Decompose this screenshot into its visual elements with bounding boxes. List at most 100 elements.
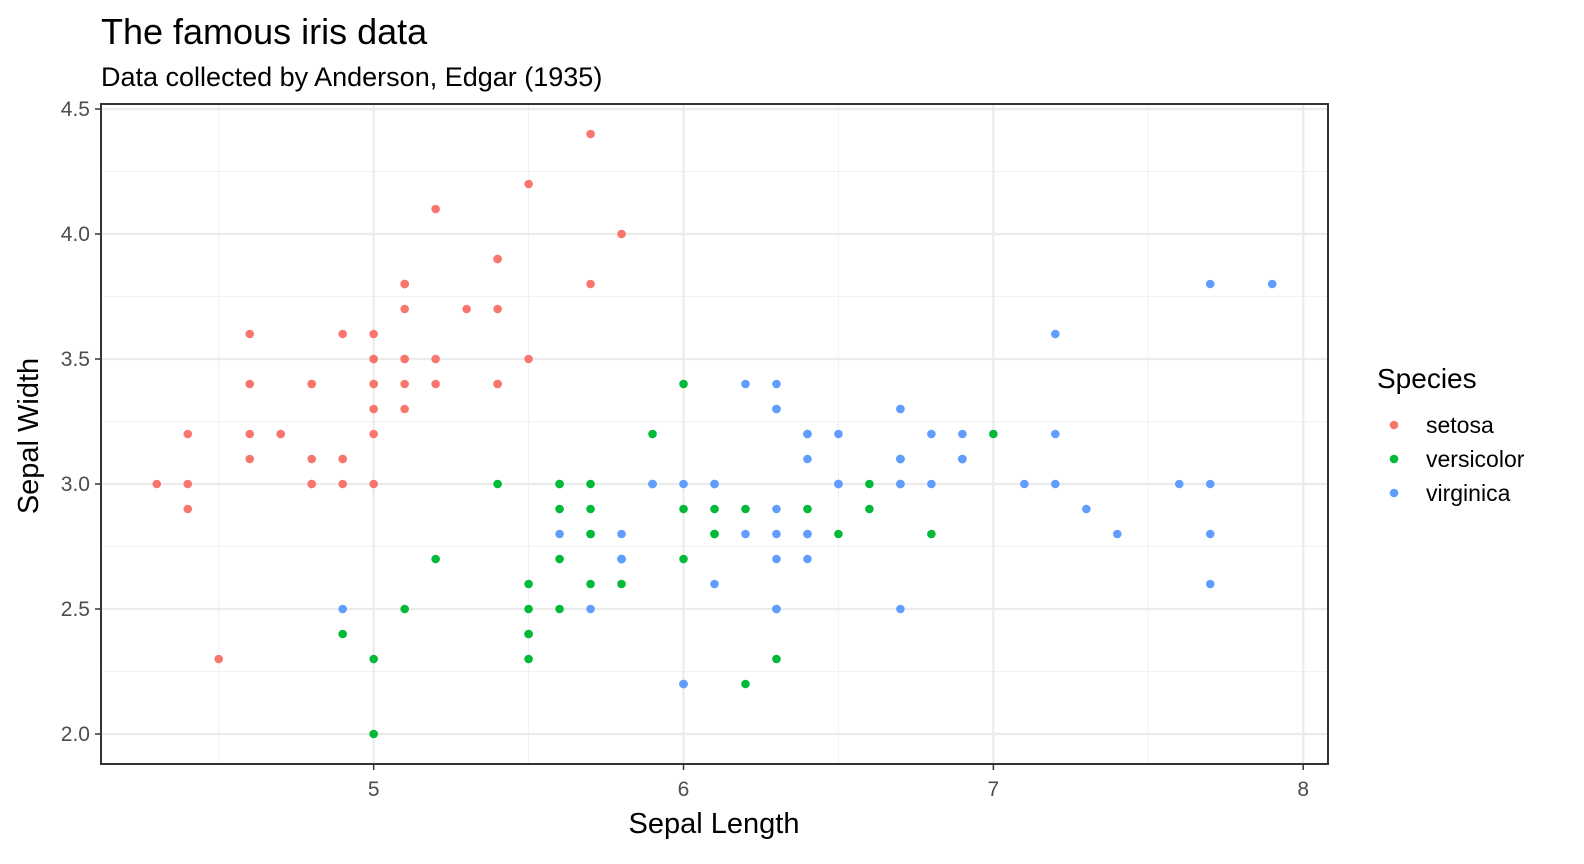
data-point-setosa bbox=[524, 179, 533, 189]
y-axis: 2.0 2.5 3.0 3.5 4.0 4.5 bbox=[61, 98, 101, 746]
data-point-versicolor bbox=[524, 604, 533, 614]
data-point-versicolor bbox=[586, 479, 595, 489]
data-point-virginica bbox=[1113, 529, 1122, 539]
data-point-setosa bbox=[586, 279, 595, 289]
legend-key-setosa bbox=[1389, 420, 1399, 430]
data-point-virginica bbox=[772, 404, 781, 414]
data-point-virginica bbox=[586, 604, 595, 614]
data-point-versicolor bbox=[927, 529, 936, 539]
data-point-virginica bbox=[741, 529, 750, 539]
data-point-versicolor bbox=[524, 654, 533, 664]
data-point-versicolor bbox=[586, 504, 595, 514]
data-point-versicolor bbox=[772, 654, 781, 664]
data-point-setosa bbox=[431, 204, 440, 214]
data-point-setosa bbox=[524, 354, 533, 364]
y-tick-label: 2.0 bbox=[61, 723, 90, 746]
data-point-virginica bbox=[1051, 479, 1060, 489]
data-point-versicolor bbox=[679, 554, 688, 564]
data-point-versicolor bbox=[586, 529, 595, 539]
data-point-virginica bbox=[1051, 329, 1060, 339]
data-point-virginica bbox=[958, 429, 967, 439]
data-point-setosa bbox=[245, 379, 255, 389]
data-point-versicolor bbox=[431, 554, 440, 564]
data-point-setosa bbox=[245, 454, 255, 464]
data-point-virginica bbox=[772, 554, 781, 564]
data-point-virginica bbox=[710, 579, 719, 589]
data-point-virginica bbox=[1267, 279, 1277, 289]
y-tick-label: 2.5 bbox=[61, 598, 90, 621]
data-point-versicolor bbox=[369, 729, 378, 739]
data-point-virginica bbox=[741, 379, 750, 389]
data-point-versicolor bbox=[679, 379, 688, 389]
data-point-versicolor bbox=[555, 604, 564, 614]
data-point-setosa bbox=[276, 429, 286, 439]
x-tick-label: 8 bbox=[1297, 778, 1309, 801]
data-point-setosa bbox=[338, 479, 347, 489]
data-point-setosa bbox=[152, 479, 162, 489]
x-tick-label: 5 bbox=[368, 778, 380, 801]
data-point-setosa bbox=[369, 354, 378, 364]
data-point-setosa bbox=[214, 654, 224, 664]
data-point-versicolor bbox=[834, 529, 843, 539]
data-point-versicolor bbox=[865, 479, 874, 489]
data-point-versicolor bbox=[493, 479, 502, 489]
data-point-virginica bbox=[958, 454, 967, 464]
data-point-setosa bbox=[307, 479, 316, 489]
data-point-virginica bbox=[927, 429, 936, 439]
data-point-setosa bbox=[462, 304, 471, 314]
data-point-versicolor bbox=[555, 479, 564, 489]
data-point-setosa bbox=[369, 429, 378, 439]
data-point-versicolor bbox=[741, 504, 750, 514]
data-point-versicolor bbox=[803, 504, 812, 514]
data-point-versicolor bbox=[369, 654, 378, 664]
x-axis: 5 6 7 8 bbox=[368, 764, 1309, 801]
y-tick-label: 3.0 bbox=[61, 473, 90, 496]
data-point-virginica bbox=[1205, 279, 1215, 289]
data-point-virginica bbox=[772, 529, 781, 539]
chart-subtitle: Data collected by Anderson, Edgar (1935) bbox=[101, 62, 602, 92]
data-point-virginica bbox=[927, 479, 936, 489]
data-point-versicolor bbox=[617, 579, 626, 589]
data-point-virginica bbox=[803, 454, 812, 464]
data-point-virginica bbox=[617, 554, 626, 564]
data-point-virginica bbox=[1051, 429, 1060, 439]
data-point-setosa bbox=[369, 329, 378, 339]
data-point-virginica bbox=[772, 504, 781, 514]
data-point-virginica bbox=[772, 379, 781, 389]
data-point-virginica bbox=[803, 554, 812, 564]
data-point-virginica bbox=[896, 454, 905, 464]
data-point-setosa bbox=[586, 129, 595, 139]
data-point-virginica bbox=[1205, 579, 1215, 589]
data-point-versicolor bbox=[679, 504, 688, 514]
data-point-setosa bbox=[338, 329, 347, 339]
data-point-setosa bbox=[307, 454, 316, 464]
data-point-virginica bbox=[679, 479, 688, 489]
data-point-virginica bbox=[1174, 479, 1184, 489]
data-point-versicolor bbox=[741, 679, 750, 689]
x-tick-label: 6 bbox=[678, 778, 690, 801]
panel-border bbox=[100, 103, 1329, 765]
data-point-setosa bbox=[431, 379, 440, 389]
legend: Species setosa versicolor virginica bbox=[1377, 363, 1525, 506]
data-point-virginica bbox=[338, 604, 347, 614]
data-point-versicolor bbox=[710, 504, 719, 514]
data-point-setosa bbox=[493, 304, 502, 314]
data-point-setosa bbox=[245, 429, 255, 439]
data-point-virginica bbox=[803, 429, 812, 439]
x-tick-label: 7 bbox=[988, 778, 1000, 801]
data-point-virginica bbox=[896, 479, 905, 489]
data-point-virginica bbox=[772, 604, 781, 614]
data-point-virginica bbox=[896, 604, 905, 614]
data-point-setosa bbox=[245, 329, 255, 339]
data-point-setosa bbox=[183, 479, 193, 489]
data-point-virginica bbox=[555, 529, 564, 539]
data-point-virginica bbox=[896, 404, 905, 414]
data-point-virginica bbox=[1082, 504, 1091, 514]
data-points bbox=[152, 129, 1277, 739]
data-point-virginica bbox=[710, 479, 719, 489]
data-point-setosa bbox=[369, 404, 378, 414]
data-point-virginica bbox=[1205, 529, 1215, 539]
y-axis-title: Sepal Width bbox=[13, 358, 45, 514]
data-point-virginica bbox=[1020, 479, 1029, 489]
